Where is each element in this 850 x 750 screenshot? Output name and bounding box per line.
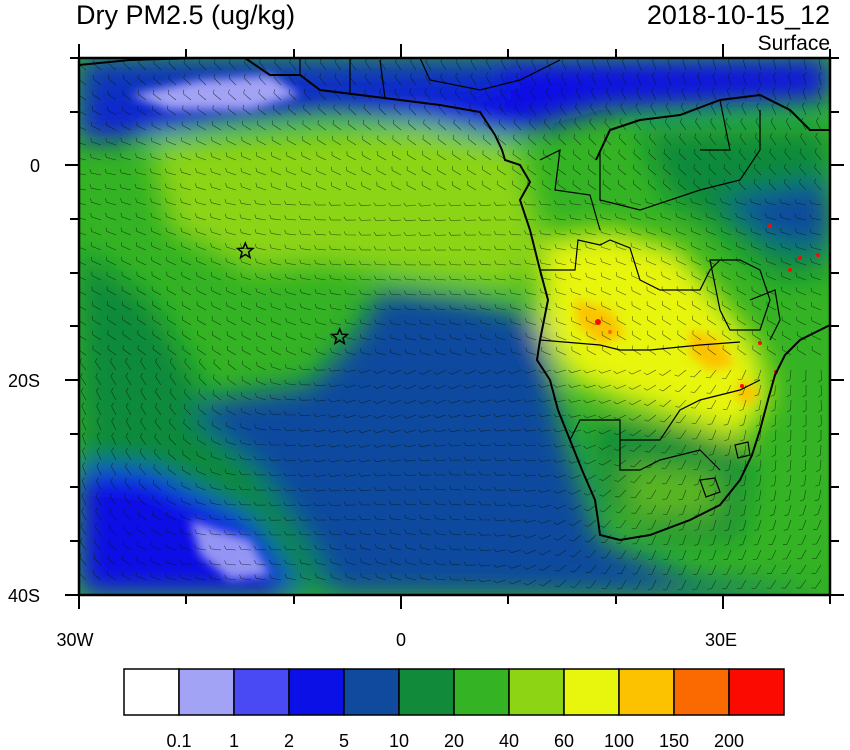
- colorbar-swatch: [288, 668, 345, 716]
- map-title: Dry PM2.5 (ug/kg): [76, 0, 296, 30]
- colorbar-label: 60: [554, 731, 574, 750]
- xtick-label-30w: 30W: [56, 630, 93, 650]
- wind-barb-lines: [79, 58, 822, 590]
- axis-ticks: [65, 44, 844, 609]
- colorbar-swatch: [563, 668, 620, 716]
- ytick-label-40s: 40S: [8, 586, 40, 606]
- star-markers: [235, 240, 350, 346]
- colorbar-label: 200: [714, 731, 744, 750]
- country-borders: [299, 58, 781, 498]
- colorbar-swatch: [453, 668, 510, 716]
- colorbar-swatch: [398, 668, 455, 716]
- star-marker-2: [330, 326, 350, 346]
- colorbar-swatch: [178, 668, 235, 716]
- colorbar: 0.1 1 2 5 10 20 40 60 100 150 200: [123, 668, 785, 750]
- colorbar-label: 0.1: [166, 731, 191, 750]
- colorbar-label: 20: [444, 731, 464, 750]
- xtick-label-0: 0: [396, 630, 406, 650]
- colorbar-label: 10: [389, 731, 409, 750]
- colorbar-label: 5: [339, 731, 349, 750]
- colorbar-swatch: [673, 668, 730, 716]
- colorbar-swatch: [123, 668, 180, 716]
- colorbar-label: 40: [499, 731, 519, 750]
- colorbar-swatch: [233, 668, 290, 716]
- colorbar-label: 100: [604, 731, 634, 750]
- colorbar-swatch: [618, 668, 675, 716]
- ytick-label-20s: 20S: [8, 371, 40, 391]
- wind-barbs: [79, 58, 822, 590]
- pm25-field: [79, 58, 830, 595]
- map-datetime: 2018-10-15_12: [646, 0, 830, 30]
- colorbar-swatch: [728, 668, 785, 716]
- xtick-label-30e: 30E: [705, 630, 737, 650]
- colorbar-label: 1: [229, 731, 239, 750]
- colorbar-swatch: [343, 668, 400, 716]
- ytick-label-0: 0: [30, 156, 40, 176]
- colorbar-label: 150: [659, 731, 689, 750]
- map-level: Surface: [757, 32, 830, 55]
- star-marker-1: [235, 240, 255, 260]
- colorbar-swatch: [508, 668, 565, 716]
- colorbar-label: 2: [284, 731, 294, 750]
